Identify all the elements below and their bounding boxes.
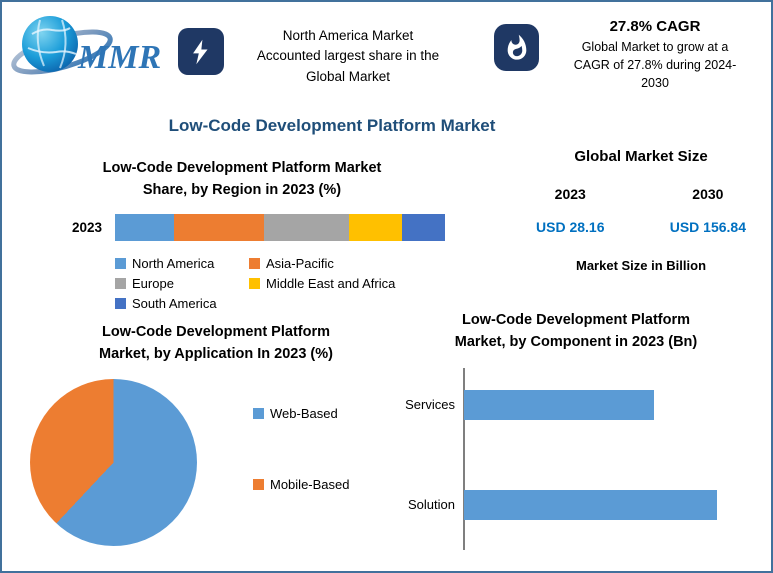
region-segment-south-america (402, 213, 445, 241)
legend-swatch-icon (115, 277, 126, 289)
component-row-solution: Solution (388, 489, 764, 520)
application-legend-item-web-based: Web-Based (253, 406, 350, 421)
region-legend-item-asia-pacific: Asia-Pacific (249, 256, 450, 271)
legend-label: Mobile-Based (270, 476, 350, 492)
cagr-title: 27.8% CAGR (609, 18, 701, 35)
market-size-year-2030: 2030 (692, 186, 724, 202)
lightning-bolt-icon (178, 28, 224, 75)
region-highlight-text: North America Market Accounted largest s… (256, 28, 440, 84)
region-share-chart-section: Low-Code Development Platform Market Sha… (2, 158, 482, 311)
legend-swatch-icon (249, 277, 260, 289)
page-title: Low-Code Development Platform Market (168, 116, 496, 135)
region-legend-item-north-america: North America (115, 256, 249, 271)
market-size-value-2023: USD 28.16 (536, 219, 605, 235)
legend-label: Web-Based (270, 405, 338, 421)
market-size-row: 2023 USD 28.16 2030 USD 156.84 (522, 186, 760, 235)
application-chart-title: Low-Code Development Platform Market, by… (99, 324, 333, 362)
region-segment-north-america (115, 213, 175, 241)
market-size-col-2023: 2023 USD 28.16 (536, 186, 604, 235)
cagr-highlight-block: 27.8% CAGR Global Market to grow at a CA… (547, 18, 763, 92)
region-legend-item-europe: Europe (115, 276, 249, 291)
component-chart-section: Low-Code Development Platform Market, by… (388, 310, 764, 550)
lightning-bolt-glyph (193, 39, 208, 64)
region-segment-asia-pacific (174, 213, 264, 241)
application-pie (30, 378, 197, 546)
application-legend: Web-Based Mobile-Based (253, 379, 350, 546)
mmr-logo: MMR (10, 6, 175, 101)
application-legend-item-mobile-based: Mobile-Based (253, 477, 350, 492)
component-row-services: Services (388, 389, 764, 420)
legend-swatch-icon (115, 257, 126, 269)
legend-label: South America (132, 295, 217, 311)
globe-logo-icon: MMR (11, 16, 161, 76)
flame-icon (494, 24, 539, 71)
cagr-text: Global Market to grow at a CAGR of 27.8%… (573, 40, 737, 91)
market-size-year-2023: 2023 (554, 186, 586, 202)
market-size-note: Market Size in Billion (575, 258, 707, 273)
market-size-title: Global Market Size (574, 148, 708, 165)
market-size-col-2030: 2030 USD 156.84 (670, 186, 746, 235)
legend-label: Middle East and Africa (266, 275, 396, 291)
component-bar-solution (464, 489, 717, 520)
legend-swatch-icon (253, 407, 264, 419)
flame-glyph (507, 34, 526, 60)
legend-label: Asia-Pacific (266, 255, 334, 271)
component-bar-services (464, 389, 655, 420)
market-size-value-2030: USD 156.84 (669, 219, 746, 235)
global-market-size-panel: Global Market Size 2023 USD 28.16 2030 U… (522, 148, 760, 273)
region-bar-row: 2023 (2, 213, 482, 241)
component-rows: Services Solution (388, 367, 764, 550)
application-pie-wrap: Web-Based Mobile-Based (16, 378, 416, 546)
component-category-label: Services (405, 397, 455, 412)
region-segment-middle-east-and-africa (349, 213, 403, 241)
region-chart-title: Low-Code Development Platform Market Sha… (102, 160, 382, 198)
region-legend-item-middle-east-and-africa: Middle East and Africa (249, 276, 450, 291)
region-legend: North America Asia-Pacific Europe Middle Ea… (115, 256, 450, 311)
region-stacked-bar (115, 213, 445, 241)
legend-swatch-icon (249, 257, 260, 269)
region-segment-europe (263, 213, 350, 241)
component-chart-title: Low-Code Development Platform Market, by… (454, 312, 698, 350)
component-bar-track (464, 389, 717, 420)
legend-swatch-icon (115, 297, 126, 309)
component-bar-track (464, 489, 717, 520)
legend-label: Europe (132, 275, 174, 291)
component-category-label: Solution (408, 497, 455, 512)
application-chart-section: Low-Code Development Platform Market, by… (16, 322, 416, 546)
legend-swatch-icon (253, 478, 264, 490)
region-axis-label: 2023 (71, 219, 102, 235)
legend-label: North America (132, 255, 215, 271)
region-legend-item-south-america: South America (115, 296, 249, 311)
logo-text: MMR (77, 39, 161, 76)
